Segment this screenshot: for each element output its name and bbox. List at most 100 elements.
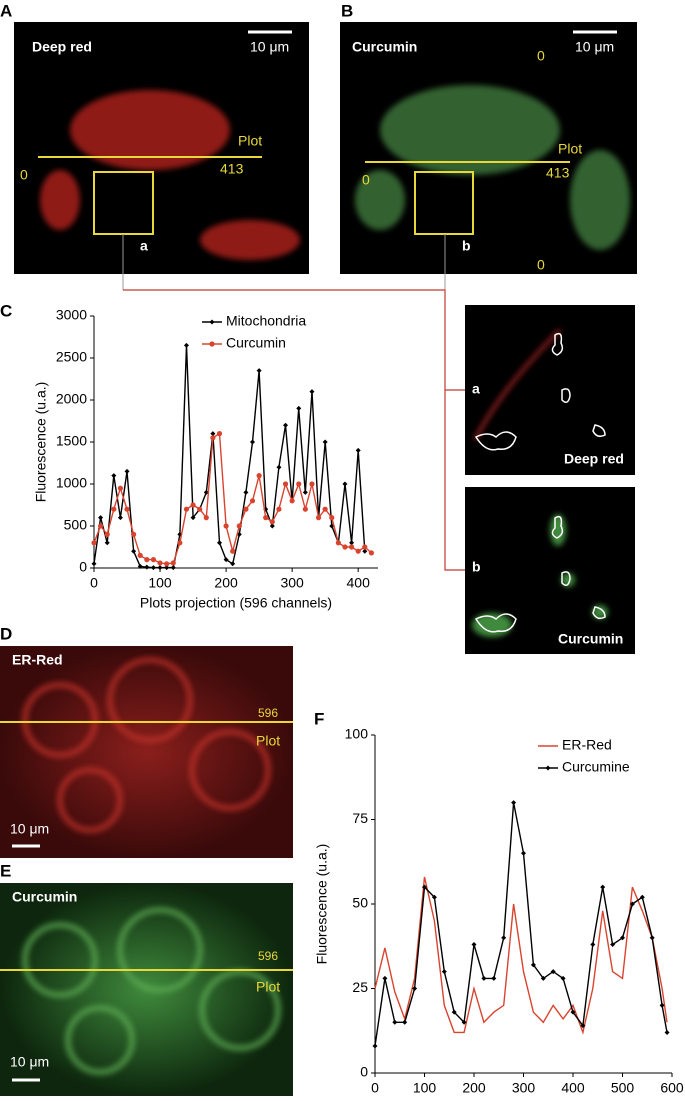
- data-point: [157, 565, 163, 571]
- data-point: [412, 986, 418, 991]
- data-point: [329, 515, 335, 521]
- data-point: [501, 935, 507, 941]
- data-point: [124, 468, 130, 474]
- panel-label: D: [0, 624, 12, 643]
- data-point: [372, 1043, 378, 1049]
- x-tick-label: 500: [611, 1080, 635, 1096]
- data-point: [216, 431, 223, 437]
- legend-label: Curcumin: [226, 335, 286, 351]
- panel-label: F: [314, 709, 324, 728]
- y-tick-label: 1000: [56, 475, 87, 491]
- data-point: [355, 548, 361, 554]
- x-tick-label: 400: [561, 1080, 585, 1096]
- panel-label: A: [0, 1, 12, 20]
- inset-title: Curcumin: [558, 631, 623, 647]
- data-point: [309, 481, 315, 487]
- data-point: [322, 439, 328, 445]
- plot-end: 596: [258, 706, 278, 720]
- legend-label: ER-Red: [562, 737, 612, 753]
- data-point: [451, 1009, 457, 1015]
- legend-marker: [545, 765, 551, 771]
- data-point: [263, 515, 269, 521]
- plot-end: 413: [220, 161, 244, 177]
- data-point: [117, 515, 123, 521]
- data-point: [471, 942, 477, 948]
- y-tick-label: 0: [79, 559, 87, 575]
- data-point: [302, 506, 308, 512]
- x-tick-label: 100: [148, 575, 172, 591]
- data-point: [315, 515, 322, 521]
- data-point: [342, 481, 348, 487]
- panel-label: B: [341, 1, 353, 20]
- y-tick-label: 75: [352, 810, 368, 826]
- data-point: [276, 464, 282, 470]
- image-title: Deep red: [32, 39, 92, 55]
- y-tick-label: 25: [352, 979, 368, 995]
- data-point: [216, 540, 222, 546]
- data-point: [620, 935, 625, 941]
- legend-marker: [209, 341, 215, 347]
- y-tick-label: 1500: [56, 433, 87, 449]
- data-point: [210, 431, 216, 437]
- data-point: [170, 565, 176, 571]
- plot-end: 596: [258, 949, 278, 963]
- data-point: [664, 1029, 670, 1035]
- data-point: [570, 1009, 576, 1015]
- data-point: [296, 481, 302, 487]
- data-point: [210, 435, 216, 441]
- y-tick-label: 3000: [56, 307, 87, 323]
- data-point: [223, 557, 229, 563]
- data-point: [590, 942, 596, 948]
- data-point: [223, 523, 229, 529]
- legend-label: Mitochondria: [226, 313, 306, 329]
- x-tick-label: 100: [413, 1080, 437, 1096]
- data-point: [402, 1019, 408, 1025]
- data-point: [117, 485, 124, 491]
- data-point: [600, 884, 606, 890]
- series-line: [93, 345, 366, 569]
- data-point: [269, 523, 275, 529]
- x-tick-label: 0: [371, 1080, 379, 1096]
- scale-label: 10 μm: [250, 39, 289, 55]
- data-point: [91, 561, 97, 567]
- data-point: [177, 540, 183, 546]
- data-point: [302, 489, 308, 495]
- data-point: [170, 560, 176, 566]
- data-point: [111, 473, 117, 479]
- inset-image: [465, 305, 635, 475]
- cell-signal: [22, 657, 271, 833]
- data-point: [282, 481, 289, 487]
- data-point: [362, 544, 368, 550]
- data-point: [461, 1019, 467, 1025]
- data-point: [521, 850, 526, 856]
- y-tick-label: 2500: [56, 349, 87, 365]
- image-title: Curcumin: [12, 889, 77, 905]
- data-point: [131, 548, 137, 554]
- data-point: [124, 506, 130, 512]
- data-point: [249, 498, 256, 504]
- image-title: ER-Red: [12, 652, 63, 668]
- data-point: [164, 561, 170, 567]
- panel-label: C: [0, 301, 12, 320]
- data-point: [335, 540, 341, 546]
- data-point: [164, 565, 170, 571]
- data-point: [431, 894, 437, 900]
- data-point: [355, 447, 361, 453]
- data-point: [348, 544, 355, 550]
- data-point: [150, 557, 157, 563]
- roi-outlines: [474, 515, 606, 633]
- data-point: [349, 540, 355, 546]
- data-point: [422, 884, 427, 890]
- data-point: [283, 422, 289, 428]
- data-point: [649, 935, 655, 941]
- data-point: [296, 405, 302, 411]
- y-axis-label: Fluorescence (u.a.): [33, 382, 49, 503]
- data-point: [243, 506, 249, 512]
- data-point: [137, 563, 143, 569]
- data-point: [250, 439, 256, 445]
- data-point: [481, 975, 487, 981]
- scale-label: 10 μm: [10, 821, 49, 837]
- y-tick-label: 50: [352, 895, 368, 911]
- x-tick-label: 600: [660, 1080, 684, 1096]
